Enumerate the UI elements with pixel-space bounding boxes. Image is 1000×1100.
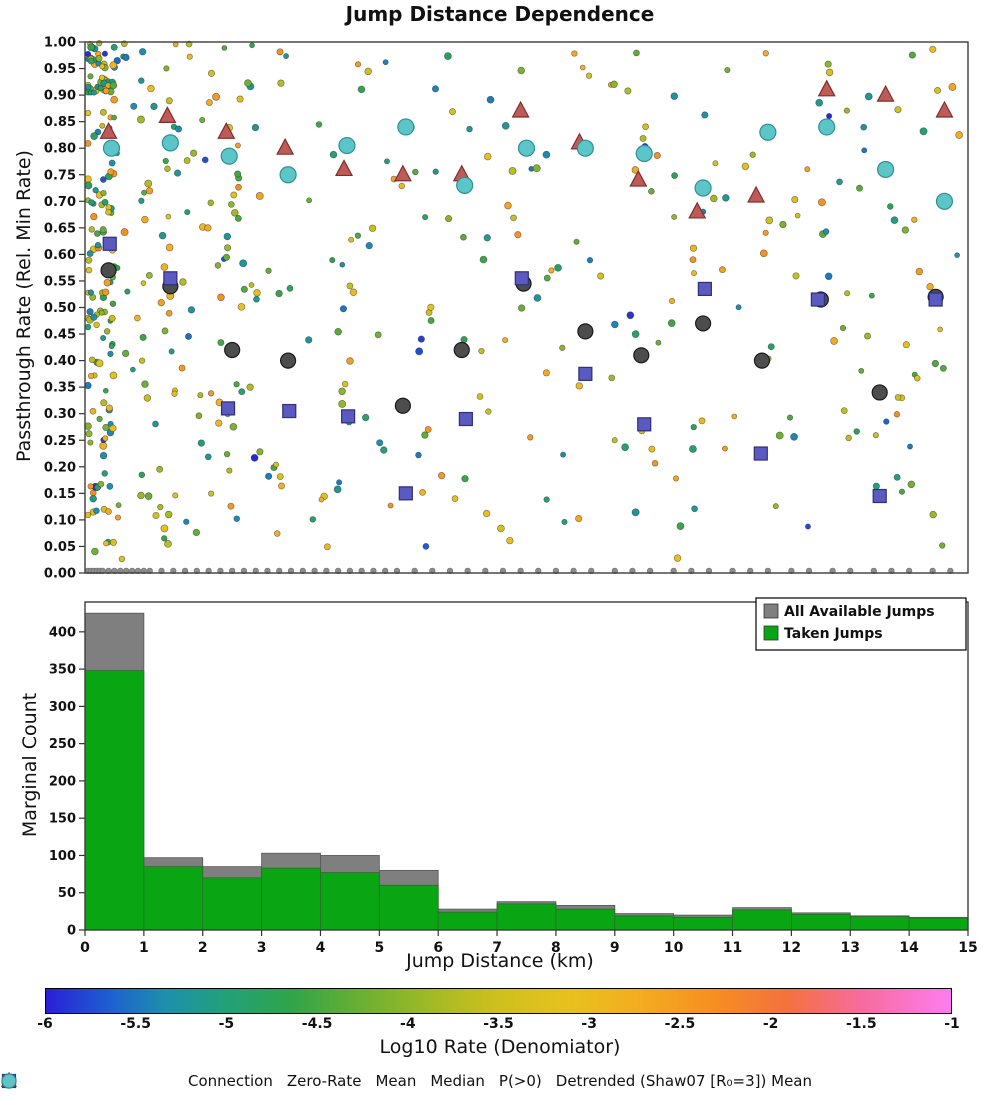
svg-text:0.90: 0.90 <box>44 89 76 104</box>
svg-text:300: 300 <box>49 700 76 715</box>
colorbar-tick: -1.5 <box>845 1016 877 1032</box>
legend-label: Detrended (Shaw07 [R₀=3]) Mean <box>555 1072 812 1090</box>
p-0-points <box>99 79 954 219</box>
bar-y-ticks: 0 50 100 150 200 250 300 350 400 <box>49 625 85 939</box>
svg-text:15: 15 <box>958 940 977 956</box>
colorbar-tick: -3 <box>581 1016 597 1032</box>
detrended-shaw07-r-3-mean-points <box>102 118 954 210</box>
colorbar-gradient <box>45 988 952 1014</box>
all-available-jumps-legend-label: All Available Jumps <box>784 604 935 620</box>
legend-item-zero-rate: Zero-Rate <box>4 1072 362 1090</box>
svg-text:0.50: 0.50 <box>44 301 76 316</box>
svg-text:100: 100 <box>49 849 76 864</box>
legend-item-mean: Mean <box>1 1072 417 1090</box>
taken-jumps-legend-label: Taken Jumps <box>784 626 883 642</box>
colorbar-tick: -3.5 <box>483 1016 514 1032</box>
colorbar-tick: -5.5 <box>120 1016 151 1032</box>
all-available-jumps-legend-swatch <box>763 603 779 619</box>
svg-text:6: 6 <box>433 940 443 956</box>
zero-rate-points <box>84 567 954 574</box>
svg-text:0.25: 0.25 <box>44 434 76 449</box>
legend-label: P(>0) <box>498 1072 542 1090</box>
colorbar-tick: -6 <box>37 1016 53 1032</box>
legend-label: Zero-Rate <box>286 1072 362 1090</box>
svg-text:0: 0 <box>80 940 90 956</box>
colorbar-tick: -4.5 <box>301 1016 333 1032</box>
colorbar-tick: -5 <box>218 1016 235 1032</box>
svg-text:5: 5 <box>374 940 384 956</box>
svg-text:0.75: 0.75 <box>44 168 76 183</box>
svg-text:0.20: 0.20 <box>44 460 76 475</box>
scatter-y-ticks: 0.00 0.05 0.10 0.15 0.20 0.25 0.30 0.35 0.40 0.45… <box>44 36 85 582</box>
legend-label: Median <box>430 1072 485 1090</box>
svg-text:3: 3 <box>257 940 267 956</box>
legend-item-connection: Connection <box>4 1072 273 1090</box>
svg-text:0.95: 0.95 <box>44 62 76 77</box>
colorbar-tick: -2 <box>762 1016 779 1032</box>
svg-text:50: 50 <box>58 886 76 901</box>
svg-text:200: 200 <box>49 774 76 789</box>
svg-text:0.70: 0.70 <box>44 195 76 210</box>
svg-text:0.85: 0.85 <box>44 115 76 130</box>
svg-text:0.45: 0.45 <box>44 328 76 343</box>
colorbar-label: Log10 Rate (Denomiator) <box>379 1036 621 1058</box>
chart-title: Jump Distance Dependence <box>345 2 655 26</box>
bottom-legend: Connection Zero-Rate Mean Median P(>0) Detren… <box>0 1072 1000 1090</box>
taken-jumps-bars <box>84 670 969 931</box>
svg-text:250: 250 <box>49 737 76 752</box>
colorbar: -6 -5.5 -5 -4.5 -4 -3.5 -3 -2.5 -2 -1.5 -1 <box>37 988 960 1034</box>
median-points <box>102 236 943 504</box>
svg-text:0.60: 0.60 <box>44 248 76 263</box>
svg-text:8: 8 <box>551 940 561 956</box>
svg-text:12: 12 <box>782 940 801 956</box>
svg-text:9: 9 <box>610 940 620 956</box>
svg-text:1: 1 <box>139 940 149 956</box>
legend-label: Connection <box>187 1072 273 1090</box>
svg-text:0.00: 0.00 <box>44 567 76 582</box>
svg-text:0.65: 0.65 <box>44 221 76 236</box>
svg-text:13: 13 <box>841 940 860 956</box>
colorbar-tick: -2.5 <box>664 1016 696 1032</box>
legend-item-detrended-shaw07-r-3-mean: Detrended (Shaw07 [R₀=3]) Mean <box>1 1072 812 1090</box>
svg-text:0.40: 0.40 <box>44 354 76 369</box>
colorbar-tick: -1 <box>944 1016 960 1032</box>
svg-text:4: 4 <box>316 940 326 956</box>
svg-text:0: 0 <box>67 924 76 939</box>
legend-item-p-0: P(>0) <box>1 1072 542 1090</box>
svg-text:0.35: 0.35 <box>44 381 76 396</box>
svg-text:2: 2 <box>198 940 208 956</box>
svg-text:0.15: 0.15 <box>44 487 76 502</box>
svg-text:150: 150 <box>49 812 76 827</box>
svg-text:400: 400 <box>49 625 76 640</box>
bar-x-axis-label: Jump Distance (km) <box>406 950 594 972</box>
bar-x-ticks: 0 1 2 3 4 5 6 7 8 9 10 11 12 13 14 15 <box>80 930 978 956</box>
svg-text:0.05: 0.05 <box>44 540 76 555</box>
svg-text:0.30: 0.30 <box>44 407 76 422</box>
svg-text:0.10: 0.10 <box>44 513 76 528</box>
legend-item-median: Median <box>1 1072 485 1090</box>
detrended-shaw07-r-3-mean-marker-icon <box>1 1073 17 1089</box>
bar-legend: All Available Jumps Taken Jumps <box>755 597 967 651</box>
svg-text:1.00: 1.00 <box>44 36 76 51</box>
svg-text:0.80: 0.80 <box>44 142 76 157</box>
svg-text:350: 350 <box>49 663 76 678</box>
bar-frame <box>84 601 969 931</box>
colorbar-tick: -4 <box>400 1016 416 1032</box>
scatter-plot: 0.00 0.05 0.10 0.15 0.20 0.25 0.30 0.35 0.40 0.45… <box>44 36 969 582</box>
legend-label: Mean <box>375 1072 417 1090</box>
scatter-frame <box>84 41 969 574</box>
taken-jumps-legend-swatch <box>763 625 779 641</box>
svg-text:7: 7 <box>492 940 502 956</box>
svg-text:10: 10 <box>664 940 684 956</box>
svg-text:0.55: 0.55 <box>44 274 76 289</box>
svg-text:11: 11 <box>723 940 742 956</box>
svg-text:14: 14 <box>899 940 919 956</box>
